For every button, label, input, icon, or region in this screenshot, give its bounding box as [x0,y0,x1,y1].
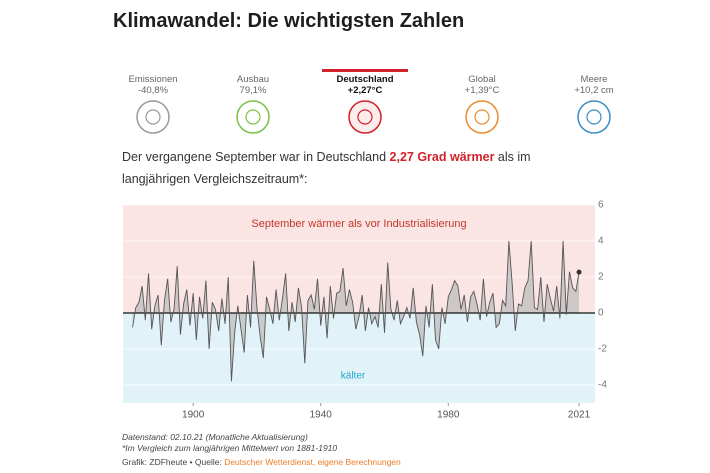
credit: Grafik: ZDFheute • Quelle: [122,457,225,467]
tab-value: +10,2 cm [574,85,614,96]
warm-zone [123,205,595,313]
tab[interactable]: Emissionen -40,8% [103,74,203,96]
tab-value: 79,1% [239,85,267,96]
tab-label: Ausbau [236,74,270,85]
intro-highlight: 2,27 Grad wärmer [389,150,495,164]
last-point [576,269,582,275]
tab[interactable]: Meere +10,2 cm [544,74,644,96]
annotation-warm: September wärmer als vor Industrialisier… [251,218,466,230]
tab[interactable]: Ausbau 79,1% [203,74,303,96]
tab-icon-inner [586,109,602,125]
tab-label: Emissionen [128,74,178,85]
intro-text: Der vergangene September war in Deutschl… [122,146,592,190]
y-tick-label: 4 [598,236,604,247]
x-tick-label: 2021 [568,410,591,421]
tab-icon [236,100,270,134]
y-tick-label: 6 [598,200,604,211]
tab-icon-inner [357,109,373,125]
y-tick-label: 0 [598,308,604,319]
y-tick-label: -4 [598,380,607,391]
y-tick-label: -2 [598,344,607,355]
line [132,240,580,382]
tab-label: Meere [580,74,608,85]
footer-note: *Im Vergleich zum langjährigen Mittelwer… [122,443,338,453]
tab-value: +1,39°C [464,85,500,96]
x-tick-label: 1980 [437,410,460,421]
page-title: Klimawandel: Die wichtigsten Zahlen [113,10,465,32]
cold-zone [123,313,595,403]
tab-label: Global [468,74,496,85]
x-tick-label: 1900 [182,410,205,421]
tab-icon [136,100,170,134]
active-indicator [322,69,408,72]
intro-before: Der vergangene September war in Deutschl… [122,150,390,164]
tab-icon-inner [145,109,161,125]
footer-stand: Datenstand: 02.10.21 (Monatliche Aktuali… [122,432,308,442]
tab[interactable]: Deutschland +2,27°C [315,74,415,96]
tab-icon-inner [474,109,490,125]
x-tick-label: 1940 [310,410,333,421]
source-link[interactable]: Deutscher Wetterdienst, eigene Berechnun… [224,457,401,467]
tab-value: -40,8% [137,85,169,96]
tab-icon [348,100,382,134]
tab[interactable]: Global +1,39°C [432,74,532,96]
footer-credit: Grafik: ZDFheute • Quelle: Deutscher Wet… [122,457,401,467]
tab-icon [577,100,611,134]
intro-after: als im langjährigen Vergleichszeitraum*: [122,150,531,186]
tab-icon-inner [245,109,261,125]
tab-label: Deutschland [336,74,394,85]
annotation-cold: kälter [341,371,366,382]
tab-value: +2,27°C [347,85,383,96]
tab-icon [465,100,499,134]
y-tick-label: 2 [598,272,604,283]
